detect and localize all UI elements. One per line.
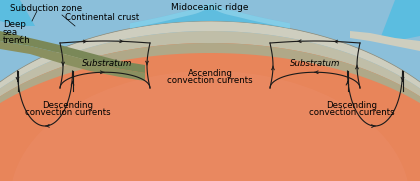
Text: Descending: Descending bbox=[42, 101, 94, 110]
Text: Descending: Descending bbox=[326, 101, 378, 110]
Polygon shape bbox=[130, 4, 290, 28]
Polygon shape bbox=[130, 4, 290, 28]
Text: Subduction zone: Subduction zone bbox=[10, 4, 82, 13]
Ellipse shape bbox=[10, 71, 410, 181]
Polygon shape bbox=[350, 0, 420, 51]
Polygon shape bbox=[0, 0, 145, 73]
Polygon shape bbox=[0, 31, 420, 96]
Polygon shape bbox=[0, 21, 420, 89]
Text: Substratum: Substratum bbox=[290, 60, 340, 68]
Polygon shape bbox=[0, 0, 145, 81]
Text: Ascending: Ascending bbox=[188, 69, 232, 78]
Text: convection currents: convection currents bbox=[167, 76, 253, 85]
Polygon shape bbox=[380, 0, 420, 41]
Text: convection currents: convection currents bbox=[25, 108, 111, 117]
Text: sea: sea bbox=[3, 28, 18, 37]
Ellipse shape bbox=[0, 41, 420, 181]
Text: Substratum: Substratum bbox=[82, 60, 132, 68]
Polygon shape bbox=[0, 43, 420, 103]
Text: trench: trench bbox=[3, 36, 31, 45]
Text: Midoceanic ridge: Midoceanic ridge bbox=[171, 3, 249, 12]
Text: Continental crust: Continental crust bbox=[65, 13, 139, 22]
Polygon shape bbox=[0, 0, 35, 26]
Text: Deep: Deep bbox=[3, 20, 26, 29]
Text: convection currents: convection currents bbox=[309, 108, 395, 117]
